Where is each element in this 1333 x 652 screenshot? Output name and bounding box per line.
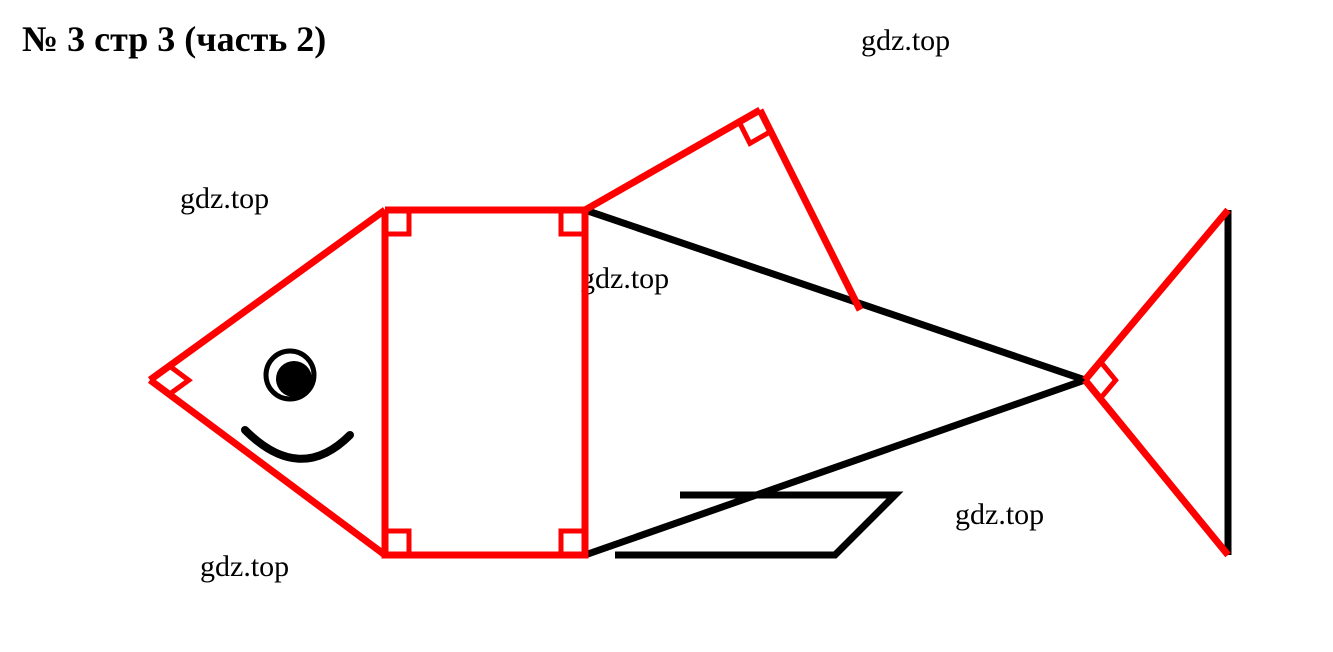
fish-diagram [0, 0, 1333, 652]
